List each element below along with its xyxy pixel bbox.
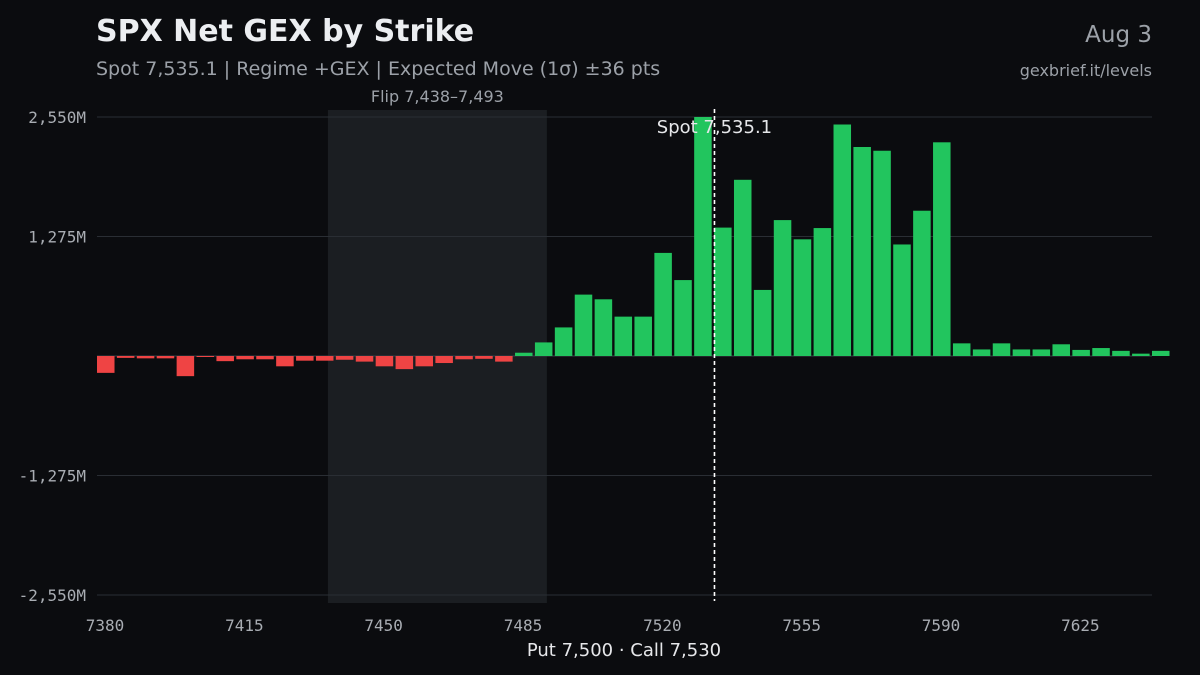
bar-strike-7500 bbox=[574, 294, 593, 356]
bar-strike-7515 bbox=[634, 316, 652, 356]
bar-strike-7450 bbox=[375, 356, 394, 367]
bar-strike-7600 bbox=[972, 349, 991, 356]
bar-strike-7510 bbox=[614, 316, 633, 356]
site-link[interactable]: gexbrief.it/levels bbox=[1019, 61, 1152, 80]
bar-strike-7505 bbox=[594, 299, 613, 356]
x-tick-label: 7450 bbox=[364, 616, 403, 635]
bar-strike-7635 bbox=[1112, 350, 1130, 356]
chart-subtitle: Spot 7,535.1 | Regime +GEX | Expected Mo… bbox=[96, 58, 661, 80]
bar-strike-7585 bbox=[913, 210, 931, 356]
bar-strike-7610 bbox=[1012, 349, 1031, 356]
bar-strike-7580 bbox=[893, 244, 911, 356]
x-tick-label: 7485 bbox=[504, 616, 543, 635]
x-tick-label: 7520 bbox=[643, 616, 682, 635]
bar-strike-7440 bbox=[335, 356, 354, 360]
bar-strike-7480 bbox=[495, 356, 513, 362]
x-tick-label: 7415 bbox=[225, 616, 264, 635]
bar-strike-7405 bbox=[196, 356, 215, 357]
bar-strike-7475 bbox=[475, 356, 493, 359]
chart-title: SPX Net GEX by Strike bbox=[96, 14, 475, 49]
bar-strike-7560 bbox=[813, 228, 832, 356]
bar-strike-7445 bbox=[355, 356, 374, 362]
bar-strike-7595 bbox=[952, 343, 971, 356]
bar-strike-7465 bbox=[435, 356, 453, 364]
bar-strike-7550 bbox=[773, 220, 792, 356]
bar-strike-7415 bbox=[236, 356, 254, 360]
bar-strike-7605 bbox=[992, 343, 1011, 356]
bar-strike-7410 bbox=[216, 356, 234, 362]
bar-strike-7625 bbox=[1072, 349, 1090, 356]
bar-strike-7495 bbox=[554, 327, 573, 356]
bar-strike-7640 bbox=[1132, 353, 1150, 356]
x-tick-label: 7380 bbox=[86, 616, 125, 635]
bar-strike-7575 bbox=[873, 150, 891, 356]
bar-strike-7555 bbox=[793, 239, 812, 356]
x-tick-label: 7625 bbox=[1061, 616, 1100, 635]
put-call-walls: Put 7,500 · Call 7,530 bbox=[526, 640, 722, 661]
x-tick-label: 7590 bbox=[922, 616, 961, 635]
bar-strike-7565 bbox=[833, 124, 852, 356]
bar-strike-7545 bbox=[753, 289, 772, 356]
bar-strike-7630 bbox=[1092, 348, 1110, 356]
flip-zone-label: Flip 7,438–7,493 bbox=[371, 87, 504, 106]
bar-strike-7435 bbox=[315, 356, 334, 361]
bar-strike-7490 bbox=[534, 342, 553, 356]
bar-strike-7525 bbox=[674, 280, 692, 356]
bar-strike-7485 bbox=[515, 352, 533, 356]
date-label: Aug 3 bbox=[1085, 22, 1152, 48]
x-tick-label: 7555 bbox=[782, 616, 821, 635]
y-tick-label: -1,275M bbox=[19, 467, 86, 486]
bar-strike-7460 bbox=[415, 356, 434, 367]
y-tick-label: -2,550M bbox=[19, 586, 86, 605]
bar-strike-7570 bbox=[853, 146, 871, 356]
bar-strike-7470 bbox=[455, 356, 473, 360]
y-tick-label: 2,550M bbox=[28, 108, 86, 127]
bar-strike-7615 bbox=[1032, 349, 1051, 356]
y-tick-label: 1,275M bbox=[28, 228, 86, 247]
bar-strike-7455 bbox=[395, 356, 414, 370]
spot-label: Spot 7,535.1 bbox=[657, 117, 772, 138]
bar-strike-7535 bbox=[714, 227, 732, 356]
bar-strike-7420 bbox=[256, 356, 274, 360]
bar-strike-7590 bbox=[933, 142, 951, 356]
bar-strike-7385 bbox=[116, 356, 135, 358]
bar-strike-7380 bbox=[97, 356, 115, 373]
bar-strike-7620 bbox=[1052, 344, 1070, 356]
bar-strike-7390 bbox=[136, 356, 155, 359]
bar-strike-7520 bbox=[654, 252, 672, 356]
bar-strike-7400 bbox=[176, 356, 195, 377]
bar-strike-7395 bbox=[156, 356, 175, 359]
bar-strike-7540 bbox=[733, 179, 752, 356]
bar-strike-7645 bbox=[1152, 350, 1170, 356]
bar-strike-7425 bbox=[276, 356, 294, 367]
bar-strike-7430 bbox=[296, 356, 314, 361]
bar-strike-7530 bbox=[694, 117, 712, 356]
